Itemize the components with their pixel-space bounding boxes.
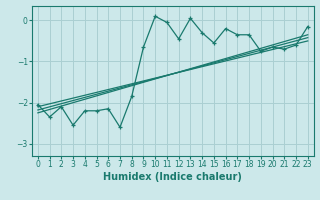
X-axis label: Humidex (Indice chaleur): Humidex (Indice chaleur) — [103, 172, 242, 182]
